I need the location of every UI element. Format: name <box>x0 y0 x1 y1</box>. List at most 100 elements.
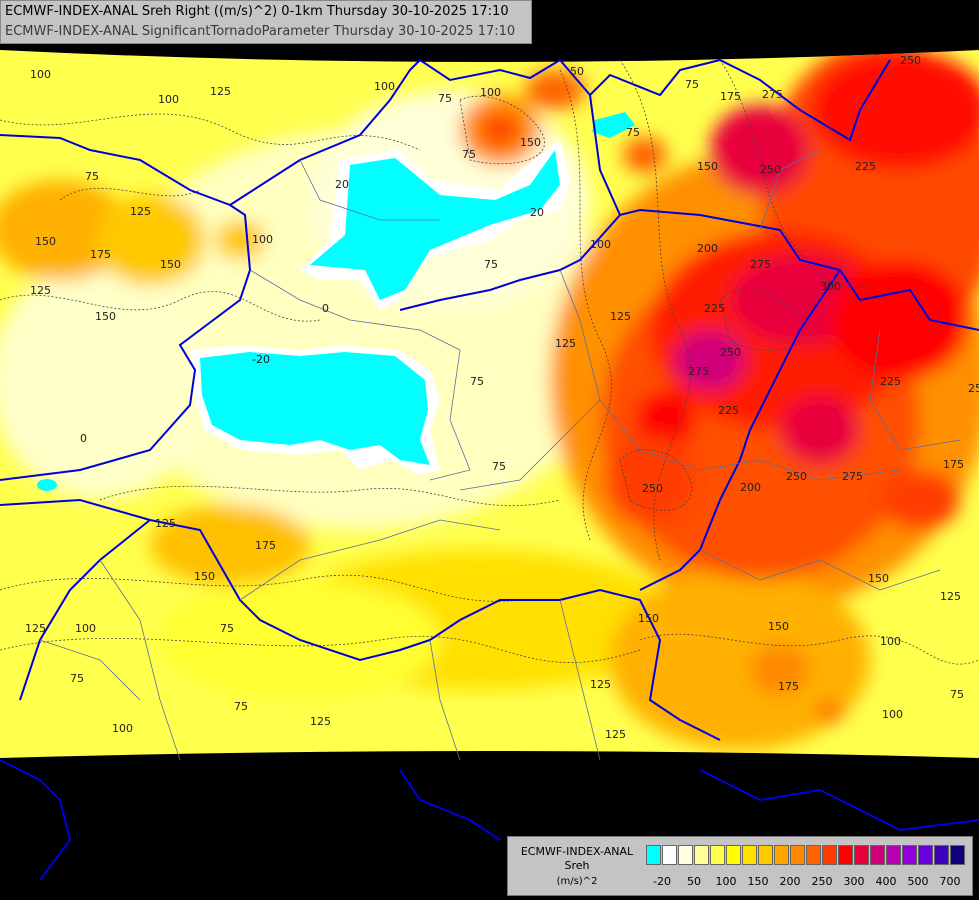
title-box: ECMWF-INDEX-ANAL Sreh Right ((m/s)^2) 0-… <box>0 0 532 44</box>
contour-label: 225 <box>855 160 876 173</box>
legend-swatch <box>774 845 789 865</box>
legend-swatch <box>870 845 885 865</box>
contour-label: 100 <box>590 238 611 251</box>
title-line-1: ECMWF-INDEX-ANAL Sreh Right ((m/s)^2) 0-… <box>5 4 509 19</box>
contour-label: 75 <box>492 460 506 473</box>
contour-label: 20 <box>530 206 544 219</box>
legend-swatch <box>710 845 725 865</box>
contour-label: 225 <box>880 375 901 388</box>
legend-tick-label: 300 <box>843 875 865 888</box>
contour-label: 225 <box>704 302 725 315</box>
negative-area-south <box>200 352 430 465</box>
legend-swatch <box>726 845 741 865</box>
legend-swatch <box>822 845 837 865</box>
legend-tick-label: 400 <box>875 875 897 888</box>
legend-swatch <box>758 845 773 865</box>
legend-swatch <box>934 845 949 865</box>
legend-tick-label: -20 <box>653 875 671 888</box>
negative-area-north <box>310 150 560 300</box>
contour-label: 250 <box>900 54 921 67</box>
color-legend: ECMWF-INDEX-ANAL Sreh (m/s)^2 -20 50 100 15… <box>507 836 973 896</box>
legend-parameter: Sreh <box>564 859 590 872</box>
contour-label: 75 <box>438 92 452 105</box>
contour-label: 250 <box>642 482 663 495</box>
contour-label: 175 <box>255 539 276 552</box>
contour-label: 250 <box>720 346 741 359</box>
legend-tick-label: 700 <box>939 875 961 888</box>
contour-label: 175 <box>720 90 741 103</box>
contour-label: 150 <box>95 310 116 323</box>
contour-label: 200 <box>697 242 718 255</box>
contour-label: 150 <box>697 160 718 173</box>
contour-label: 225 <box>718 404 739 417</box>
legend-swatch <box>742 845 757 865</box>
legend-model: ECMWF-INDEX-ANAL <box>520 845 634 858</box>
contour-label: 100 <box>30 68 51 81</box>
contour-label: 250 <box>786 470 807 483</box>
contour-label: 175 <box>943 458 964 471</box>
contour-label: 250 <box>760 163 781 176</box>
legend-swatch <box>662 845 677 865</box>
contour-label: 75 <box>220 622 234 635</box>
contour-label: 100 <box>75 622 96 635</box>
contour-label: 100 <box>374 80 395 93</box>
legend-tick-label: 50 <box>687 875 701 888</box>
legend-swatch <box>854 845 869 865</box>
legend-swatch <box>886 845 901 865</box>
contour-label: 150 <box>35 235 56 248</box>
contour-label: 125 <box>155 517 176 530</box>
legend-swatch <box>902 845 917 865</box>
contour-label: 100 <box>112 722 133 735</box>
contour-label: 125 <box>590 678 611 691</box>
regional-borders <box>39 149 961 761</box>
legend-tick-label: 200 <box>779 875 801 888</box>
field-domain <box>0 50 979 758</box>
contour-label: 0 <box>322 302 329 315</box>
contour-label: 75 <box>462 148 476 161</box>
legend-tick-label: 500 <box>907 875 929 888</box>
contour-label: 0 <box>80 432 87 445</box>
legend-swatch <box>806 845 821 865</box>
contour-label: 20 <box>335 178 349 191</box>
contour-label: 125 <box>555 337 576 350</box>
contour-label: 150 <box>520 136 541 149</box>
contour-label: 275 <box>688 365 709 378</box>
contour-label: 150 <box>194 570 215 583</box>
contour-label: 150 <box>768 620 789 633</box>
contour-label: 75 <box>234 700 248 713</box>
legend-tick-label: 250 <box>811 875 833 888</box>
contour-label: -20 <box>252 353 270 366</box>
legend-tick-label: 100 <box>715 875 737 888</box>
contour-label: 100 <box>882 708 903 721</box>
contour-label: 75 <box>685 78 699 91</box>
contour-label: 125 <box>130 205 151 218</box>
contour-label: 75 <box>470 375 484 388</box>
contour-label: 75 <box>484 258 498 271</box>
contour-label: 150 <box>160 258 181 271</box>
contour-label: 175 <box>778 680 799 693</box>
contour-label: 300 <box>820 280 841 293</box>
contour-label: 125 <box>210 85 231 98</box>
contour-label: 125 <box>25 622 46 635</box>
legend-tick-label: 150 <box>747 875 769 888</box>
legend-swatch <box>646 845 661 865</box>
contour-label: 125 <box>30 284 51 297</box>
legend-swatch <box>694 845 709 865</box>
contour-label: 75 <box>85 170 99 183</box>
contour-label: 75 <box>950 688 964 701</box>
contour-label-group: 100 100 125 75 125 150 175 150 125 150 100 100 75 100… <box>25 54 979 741</box>
legend-swatch <box>950 845 965 865</box>
title-line-2: ECMWF-INDEX-ANAL SignificantTornadoParam… <box>5 24 516 39</box>
contour-label: 125 <box>940 590 961 603</box>
contour-label: 125 <box>605 728 626 741</box>
legend-swatch <box>790 845 805 865</box>
contour-label: 275 <box>842 470 863 483</box>
contour-label: 100 <box>480 86 501 99</box>
contour-label: 125 <box>610 310 631 323</box>
contour-label: 175 <box>90 248 111 261</box>
contour-label: 150 <box>638 612 659 625</box>
contour-label: 200 <box>740 481 761 494</box>
contour-label: 100 <box>252 233 273 246</box>
contour-label: 75 <box>626 126 640 139</box>
